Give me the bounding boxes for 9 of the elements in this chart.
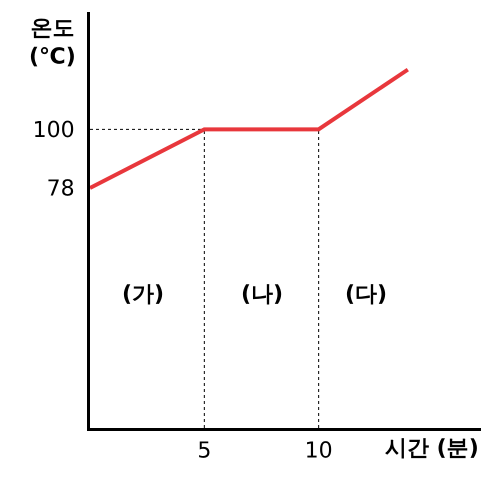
annotation: (가) [122, 282, 164, 307]
y-axis-title: 온도 (℃) [29, 16, 76, 70]
y-tick-label: 100 [32, 118, 75, 144]
annotation: (다) [345, 282, 388, 307]
x-axis-title: 시간 (분) [385, 436, 479, 461]
y-tick-label: 78 [46, 176, 75, 202]
annotation: (나) [241, 282, 284, 307]
x-tick-label: 5 [197, 438, 212, 464]
x-tick-label: 10 [304, 438, 333, 464]
